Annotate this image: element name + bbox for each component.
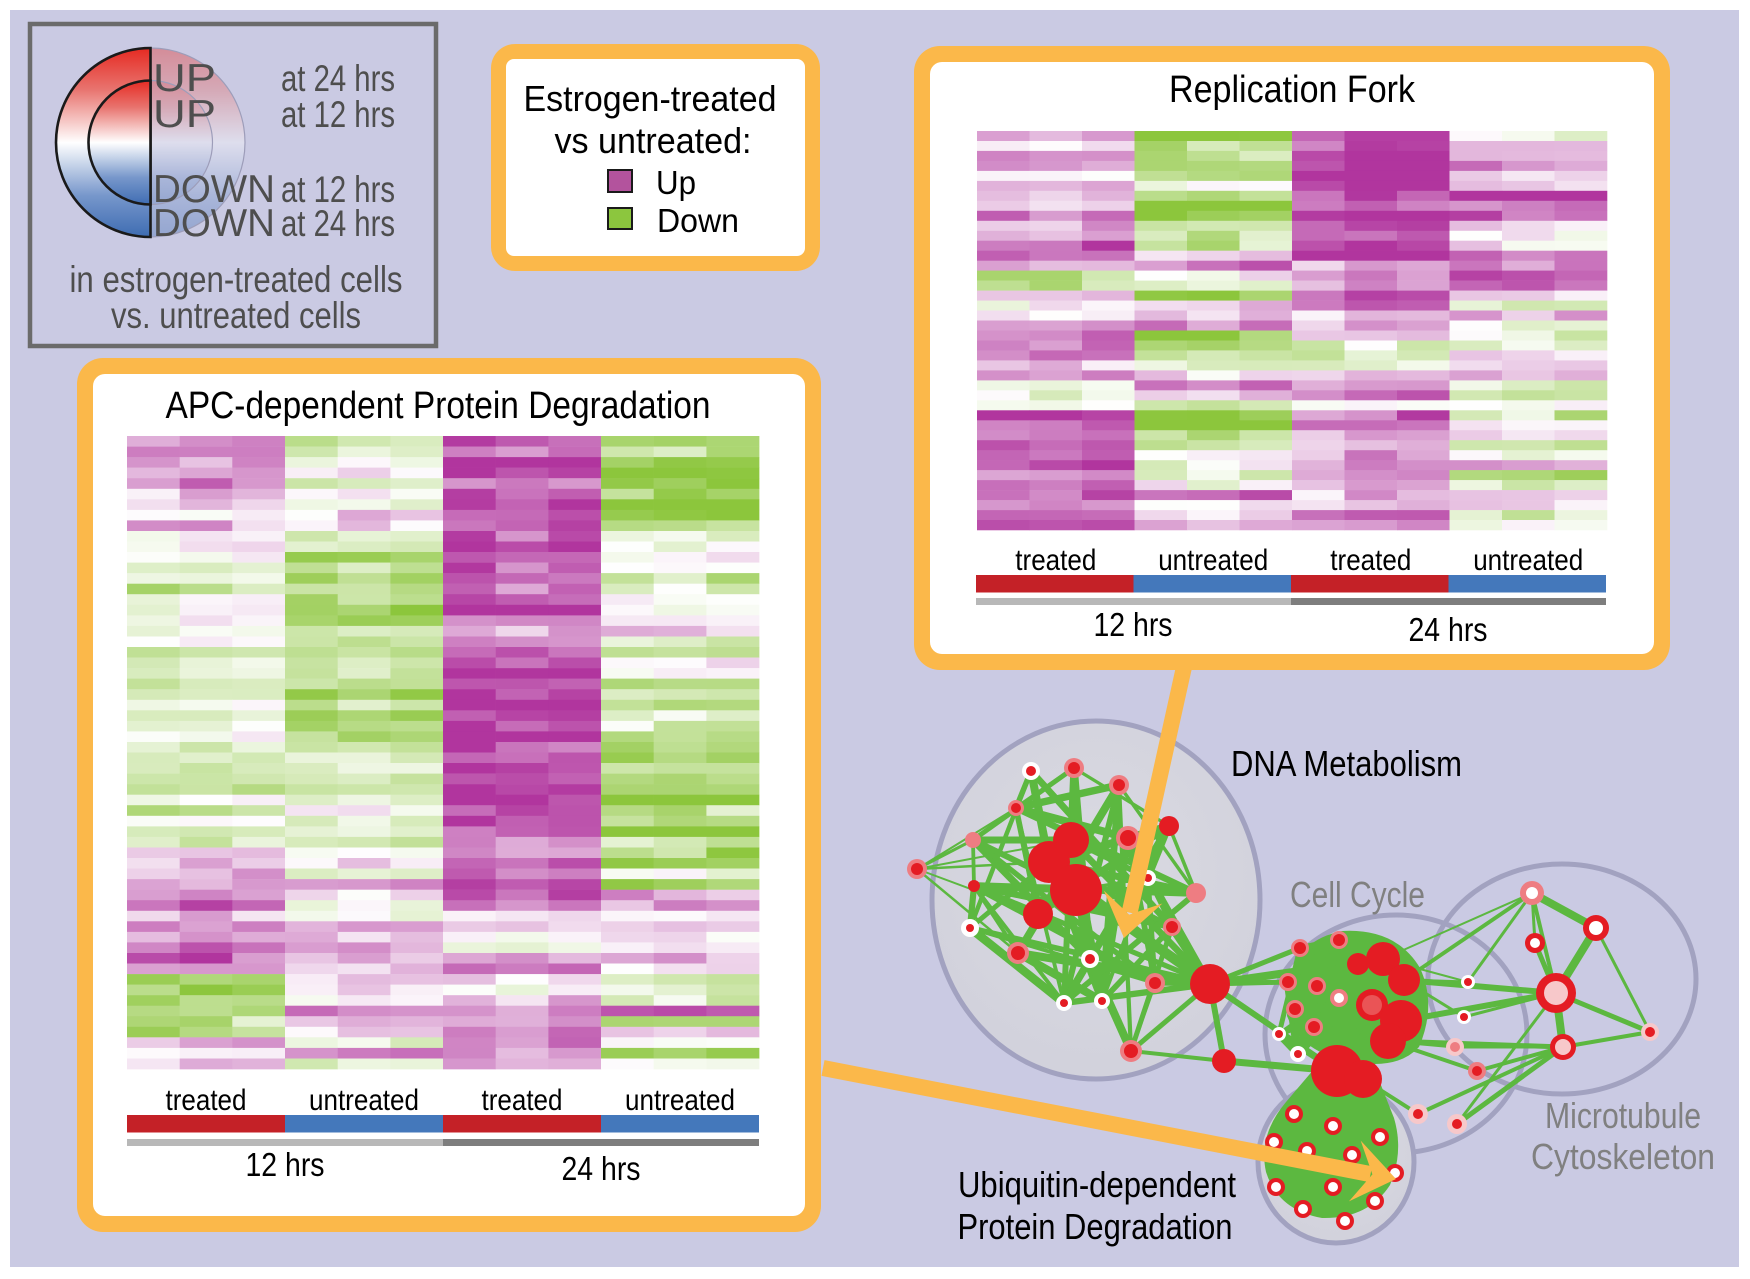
svg-text:Microtubule: Microtubule <box>1545 1095 1701 1136</box>
svg-text:vs untreated:: vs untreated: <box>555 120 752 161</box>
svg-text:at 24 hrs: at 24 hrs <box>281 58 395 99</box>
svg-text:12 hrs: 12 hrs <box>246 1146 325 1183</box>
svg-text:DOWN: DOWN <box>153 202 275 245</box>
svg-text:DNA Metabolism: DNA Metabolism <box>1231 743 1462 784</box>
svg-text:Cytoskeleton: Cytoskeleton <box>1531 1136 1715 1177</box>
svg-text:treated: treated <box>1330 544 1411 577</box>
svg-text:at 24 hrs: at 24 hrs <box>281 203 395 244</box>
svg-text:Ubiquitin-dependent: Ubiquitin-dependent <box>958 1164 1236 1205</box>
svg-text:untreated: untreated <box>1158 544 1268 577</box>
svg-text:vs. untreated cells: vs. untreated cells <box>111 295 361 336</box>
svg-text:untreated: untreated <box>625 1084 735 1117</box>
svg-text:in estrogen-treated cells: in estrogen-treated cells <box>70 259 403 300</box>
svg-text:Cell Cycle: Cell Cycle <box>1290 874 1425 915</box>
svg-text:24 hrs: 24 hrs <box>562 1150 641 1187</box>
svg-text:untreated: untreated <box>1473 544 1583 577</box>
svg-text:at 12 hrs: at 12 hrs <box>281 169 395 210</box>
svg-text:Protein Degradation: Protein Degradation <box>958 1206 1233 1247</box>
svg-text:treated: treated <box>482 1084 563 1117</box>
svg-text:UP: UP <box>153 93 216 136</box>
svg-text:Estrogen-treated: Estrogen-treated <box>524 78 777 119</box>
svg-text:APC-dependent Protein Degradat: APC-dependent Protein Degradation <box>166 385 711 427</box>
svg-text:Replication Fork: Replication Fork <box>1169 69 1416 111</box>
svg-text:untreated: untreated <box>309 1084 419 1117</box>
svg-text:Up: Up <box>656 164 696 201</box>
svg-text:Down: Down <box>657 202 739 239</box>
svg-text:treated: treated <box>1015 544 1096 577</box>
svg-text:UP: UP <box>153 57 216 100</box>
svg-text:24 hrs: 24 hrs <box>1409 611 1488 648</box>
svg-text:at 12 hrs: at 12 hrs <box>281 94 395 135</box>
svg-text:treated: treated <box>166 1084 247 1117</box>
svg-text:DOWN: DOWN <box>153 168 275 211</box>
svg-text:12 hrs: 12 hrs <box>1094 606 1173 643</box>
